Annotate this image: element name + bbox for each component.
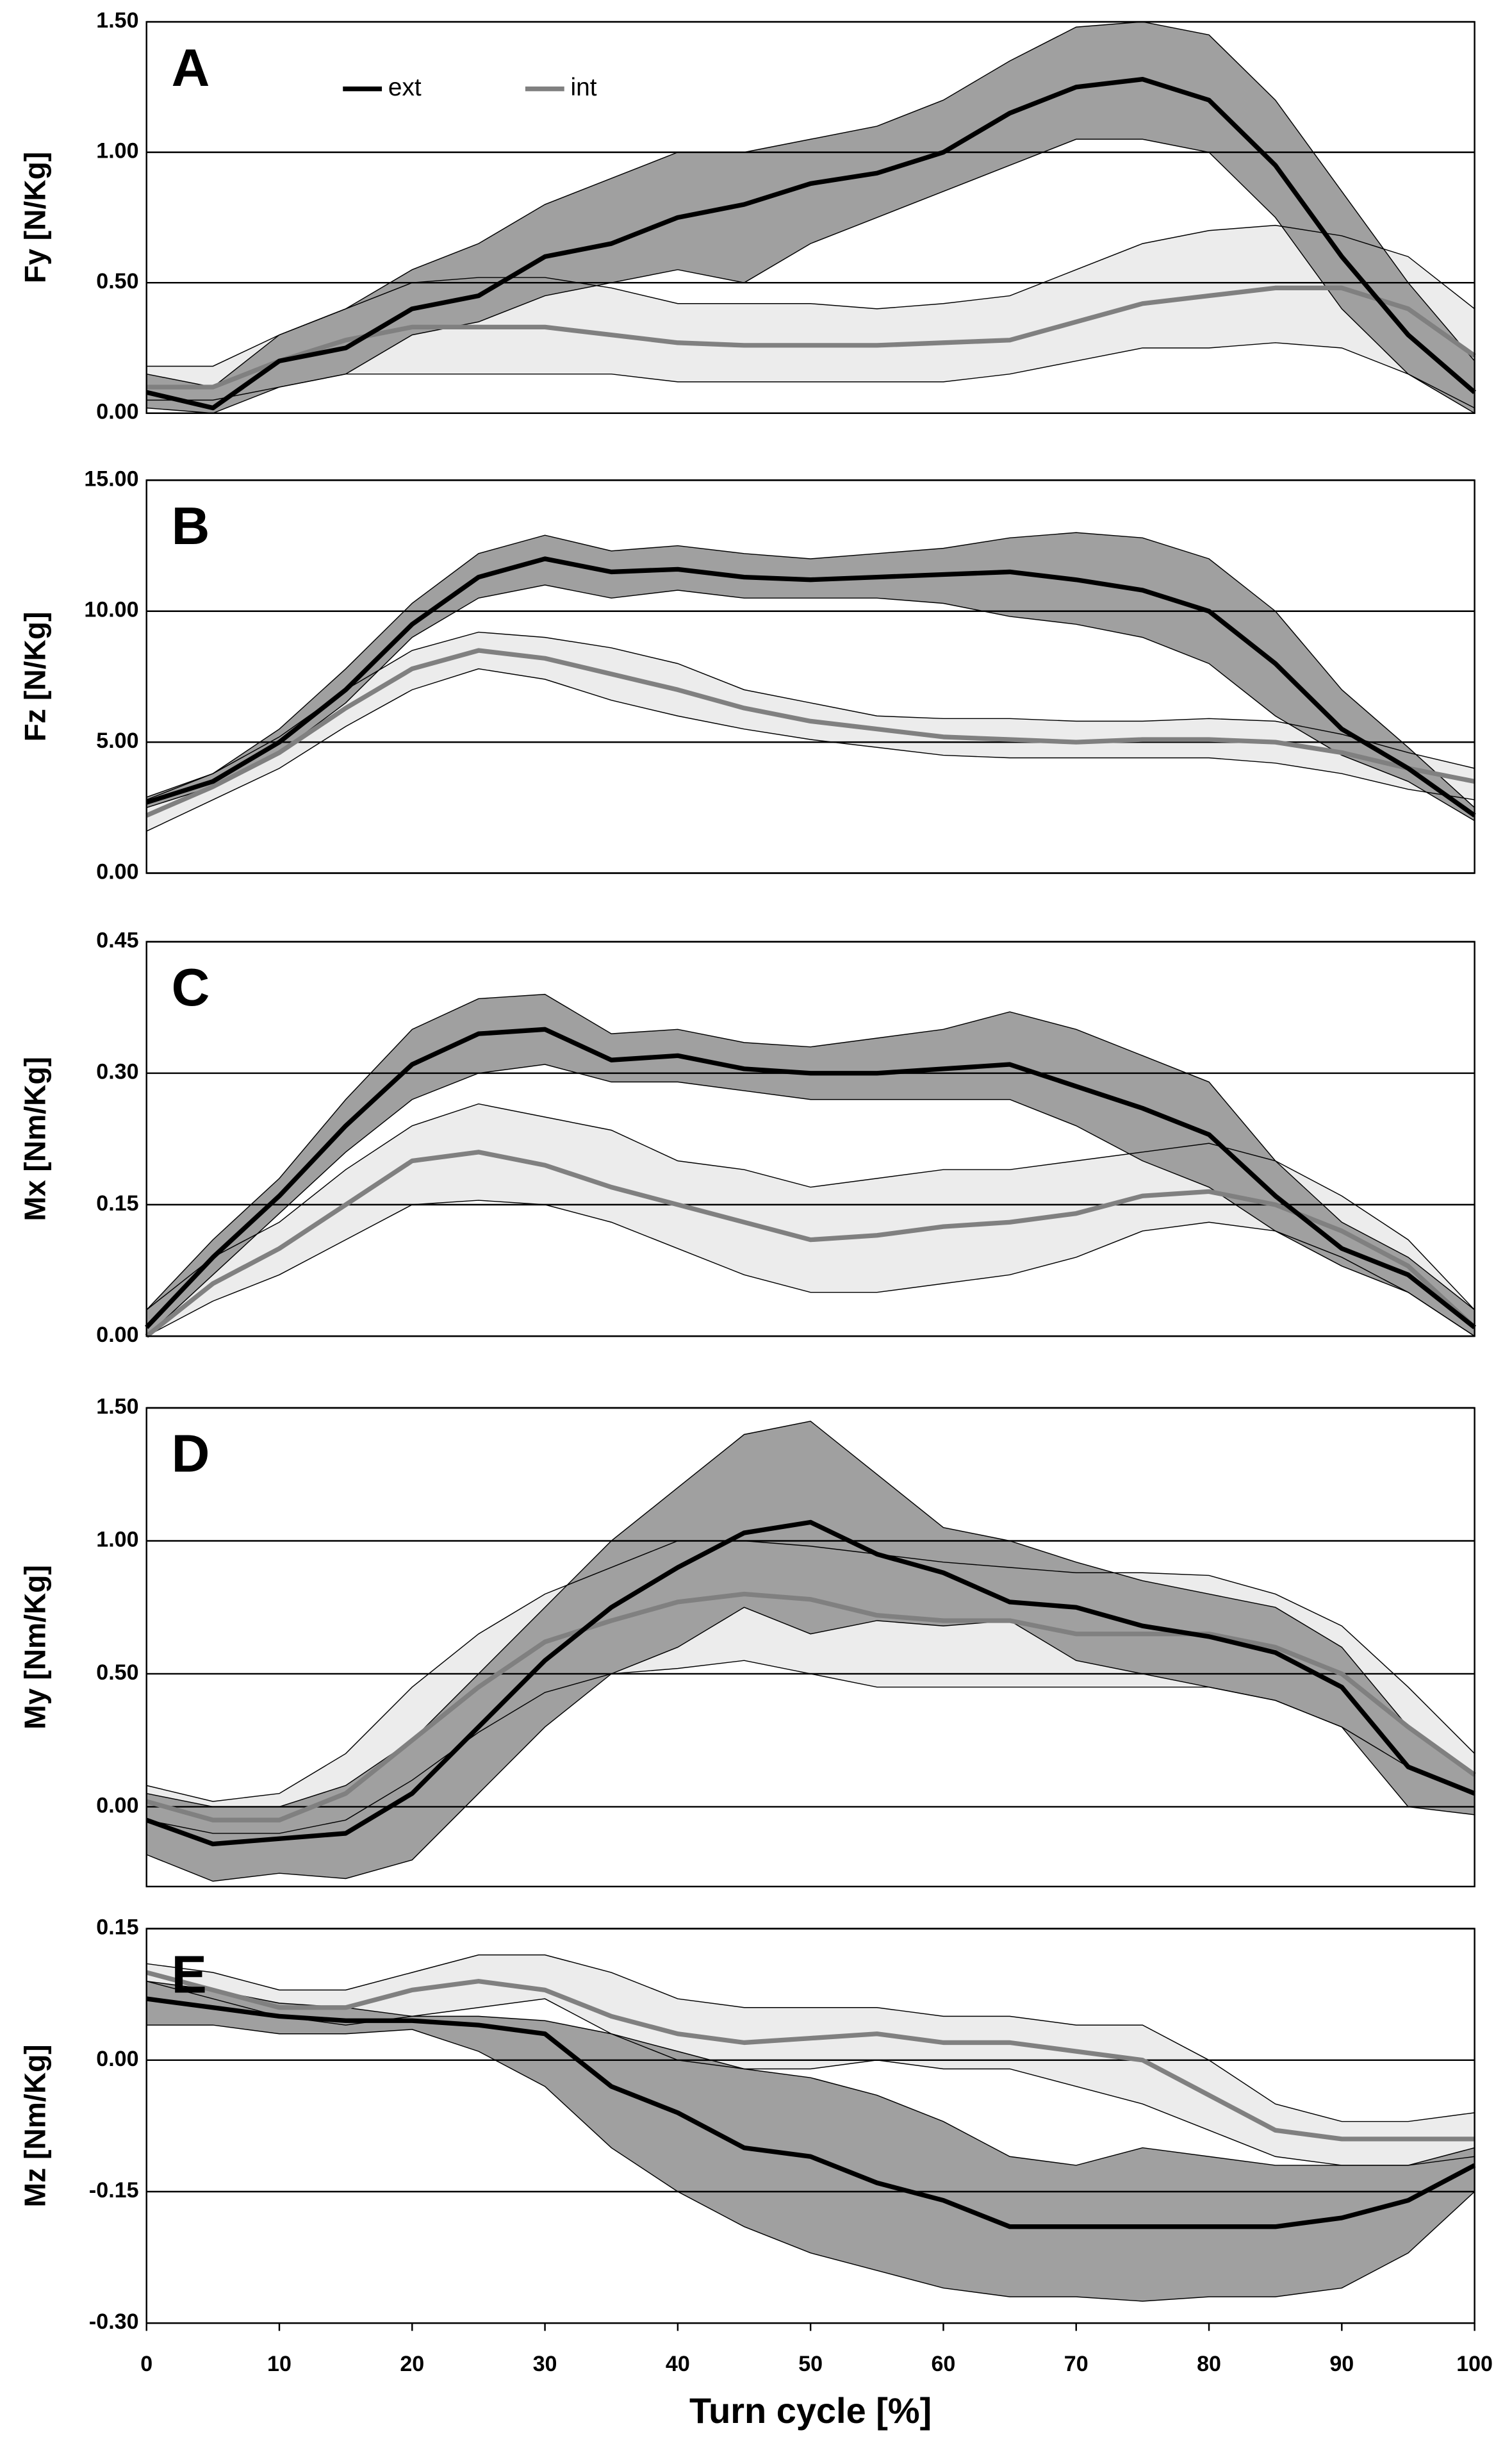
x-tick-label: 0	[140, 2352, 152, 2376]
band-edge	[146, 1420, 1475, 1808]
mean-line	[145, 556, 1476, 818]
plot-frame	[145, 479, 1475, 874]
y-tick-label: 15.00	[84, 467, 138, 491]
mean-line	[145, 648, 1475, 818]
panel-label: C	[172, 957, 210, 1017]
band-edge	[146, 584, 1475, 822]
band-edge	[146, 224, 1475, 367]
plot-frame	[145, 21, 1475, 414]
y-axis-label: My [Nm/Kg]	[19, 1565, 52, 1730]
y-tick-label: 0.00	[96, 400, 138, 424]
x-tick-label: 90	[1329, 2352, 1354, 2376]
x-tick-label: 20	[400, 2352, 424, 2376]
band	[146, 994, 1475, 1337]
band	[146, 1421, 1475, 1881]
y-tick-label: -0.30	[89, 2310, 139, 2334]
y-tick-label: 0.00	[96, 2047, 138, 2071]
plot-frame	[145, 1407, 1475, 1888]
band-edge	[146, 1200, 1475, 1337]
legend-label: ext	[388, 74, 422, 101]
y-tick-label: 0.50	[96, 1660, 138, 1685]
band	[146, 1981, 1475, 2301]
x-tick-label: 40	[666, 2352, 690, 2376]
band-edge	[146, 138, 1475, 414]
x-tick-label: 50	[798, 2352, 823, 2376]
band-edge	[146, 993, 1475, 1310]
y-tick-label: 1.00	[96, 139, 138, 163]
band-edge	[146, 1980, 1475, 2166]
y-tick-label: 0.15	[96, 1915, 138, 1940]
band-edge	[146, 2024, 1475, 2302]
band	[146, 533, 1475, 821]
band-edge	[146, 342, 1475, 409]
y-tick-label: 1.50	[96, 8, 138, 33]
y-tick-label: 0.50	[96, 269, 138, 293]
y-tick-label: 0.00	[96, 859, 138, 884]
panel-label: E	[172, 1944, 207, 2004]
plot-frame	[145, 941, 1475, 1337]
y-tick-label: 0.30	[96, 1060, 138, 1084]
y-tick-label: 1.00	[96, 1527, 138, 1551]
x-tick-label: 60	[932, 2352, 956, 2376]
x-tick-label: 70	[1064, 2352, 1089, 2376]
panel-label: B	[172, 496, 210, 556]
y-axis-label: Mx [Nm/Kg]	[19, 1057, 52, 1221]
y-tick-label: 10.00	[84, 598, 138, 622]
band	[146, 225, 1475, 408]
band-edge	[146, 1103, 1475, 1310]
y-tick-label: 0.00	[96, 1793, 138, 1817]
band	[146, 22, 1475, 413]
x-tick-label: 100	[1456, 2352, 1493, 2376]
y-axis-label: Mz [Nm/Kg]	[19, 2044, 52, 2207]
band-edge	[146, 21, 1475, 388]
band-edge	[146, 631, 1475, 800]
y-tick-label: 1.50	[96, 1394, 138, 1419]
y-axis-label: Fz [N/Kg]	[19, 612, 52, 742]
mean-line	[145, 1519, 1475, 1847]
x-tick-label: 10	[267, 2352, 292, 2376]
mean-line	[145, 76, 1476, 411]
band-edge	[146, 1540, 1475, 1802]
band-edge	[146, 1660, 1475, 1834]
mean-line	[145, 1027, 1476, 1330]
band-edge	[146, 1954, 1475, 2122]
x-tick-label: 30	[533, 2352, 557, 2376]
mean-line	[145, 1970, 1475, 2142]
band	[146, 1104, 1475, 1337]
mean-line	[145, 1591, 1476, 1823]
panel-label: A	[172, 38, 210, 97]
y-tick-label: 0.00	[96, 1323, 138, 1347]
x-axis-label: Turn cycle [%]	[689, 2390, 932, 2431]
mean-line	[146, 1996, 1476, 2229]
panel-label: D	[172, 1424, 210, 1484]
band	[146, 632, 1475, 832]
y-tick-label: 0.45	[96, 929, 138, 953]
y-tick-label: 5.00	[96, 729, 138, 753]
x-tick-label: 80	[1197, 2352, 1221, 2376]
legend-label: int	[570, 74, 596, 101]
y-tick-label: -0.15	[89, 2178, 139, 2203]
mean-line	[145, 1150, 1477, 1338]
y-axis-label: Fy [N/Kg]	[19, 152, 52, 283]
y-tick-label: 0.15	[96, 1191, 138, 1216]
band-edge	[146, 1064, 1475, 1337]
band-edge	[146, 532, 1475, 808]
band-edge	[146, 668, 1475, 832]
